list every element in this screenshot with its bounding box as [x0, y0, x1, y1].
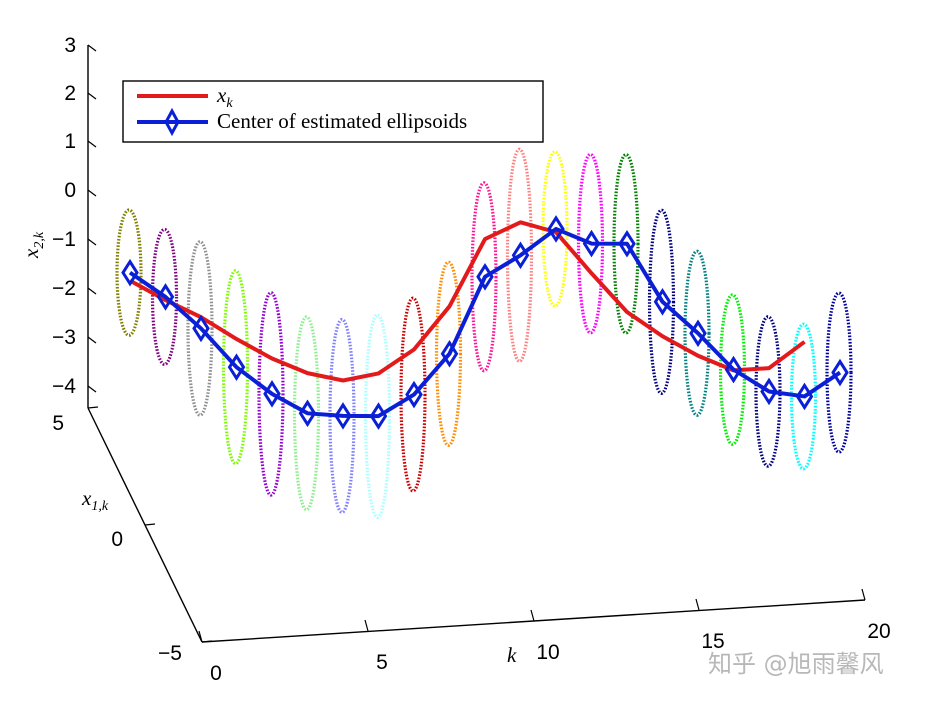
z-tick-mark: [87, 336, 97, 344]
center-marker: [263, 380, 281, 408]
z-tick-mark: [87, 189, 97, 197]
y-axis-label: x1,k: [81, 486, 109, 514]
z-tick-label: 0: [64, 179, 76, 202]
z-tick-mark: [87, 238, 97, 246]
ellipsoid: [363, 313, 392, 519]
z-axis-label: x2,k: [19, 231, 47, 259]
legend-label-center: Center of estimated ellipsoids: [217, 109, 467, 133]
x-tick-mark: [530, 609, 535, 622]
ellipsoid: [221, 269, 250, 466]
legend: xk Center of estimated ellipsoids: [122, 80, 544, 143]
ellipsoid: [541, 150, 569, 308]
x-ticks: 0 5 10 15 20: [198, 588, 891, 685]
center-marker: [724, 355, 743, 384]
ellipsoid: [434, 260, 463, 447]
ellipsoid-group: [115, 147, 853, 519]
center-marker: [795, 382, 814, 411]
ellipsoid: [683, 249, 711, 417]
ellipsoid: [647, 208, 676, 395]
ellipsoid: [150, 227, 179, 367]
center-marker: [369, 402, 388, 430]
x-tick-label: 15: [701, 630, 724, 653]
series-center: [121, 215, 849, 430]
center-marker: [156, 283, 175, 311]
z-tick-mark: [87, 44, 97, 52]
z-tick-mark: [87, 287, 97, 295]
z-tick-label: 3: [64, 34, 76, 57]
z-axis-label-sub: 2,k: [32, 231, 47, 249]
legend-box: [122, 80, 544, 143]
center-marker: [618, 229, 636, 258]
y-tick-label: −5: [158, 642, 182, 665]
z-tick-mark: [87, 385, 97, 393]
z-tick-label: −4: [52, 375, 76, 398]
ellipsoid: [115, 208, 143, 337]
y-tick-mark: [201, 640, 213, 643]
center-marker: [831, 358, 849, 387]
y-ticks: −5 0 5: [52, 406, 213, 665]
center-marker: [653, 287, 672, 316]
z-tick-label: −1: [52, 228, 76, 251]
z-ticks: 3 2 1 0 −1 −2 −3 −4: [52, 34, 97, 398]
ellipsoid: [399, 296, 427, 493]
x-tick-mark: [861, 588, 866, 601]
center-marker: [121, 258, 139, 287]
x-tick-mark: [198, 630, 203, 643]
y-tick-mark: [87, 406, 99, 409]
center-marker: [440, 339, 459, 368]
ellipsoid: [257, 291, 285, 497]
x-tick-label: 20: [867, 620, 890, 643]
z-tick-label: −2: [52, 277, 76, 300]
y-tick-label: 5: [52, 412, 64, 435]
z-tick-label: 2: [64, 82, 76, 105]
z-tick-mark: [87, 140, 97, 148]
center-marker: [476, 263, 494, 291]
legend-label-xk-base: x: [216, 83, 227, 107]
center-marker: [405, 380, 423, 409]
series-xk: [129, 220, 806, 383]
legend-marker-center: [164, 107, 180, 137]
center-marker: [689, 319, 707, 348]
ellipsoid: [505, 147, 534, 363]
center-marker: [547, 215, 565, 243]
center-marker: [192, 314, 210, 343]
center-marker: [334, 402, 352, 430]
z-tick-mark: [87, 92, 97, 100]
ellipsoid: [186, 240, 214, 417]
y-axis-label-sub: 1,k: [91, 499, 109, 514]
y-axis-label-base: x: [81, 486, 92, 510]
series-line-xk: [129, 220, 806, 383]
legend-label-xk: xk: [216, 83, 233, 111]
z-tick-label: 1: [64, 130, 76, 153]
z-axis-label-base: x: [19, 248, 43, 259]
y-tick-mark: [144, 523, 156, 526]
z-tick-label: −3: [52, 326, 76, 349]
watermark: 知乎 @旭雨馨风: [708, 650, 884, 678]
x-axis-label: k: [507, 643, 517, 667]
center-marker: [760, 377, 778, 406]
x-tick-label: 5: [376, 651, 388, 674]
center-marker: [582, 229, 601, 258]
x-tick-mark: [695, 598, 700, 611]
series-line-center: [128, 226, 842, 419]
center-marker: [511, 241, 530, 270]
ellipsoid: [470, 181, 498, 373]
ellipsoid: [789, 322, 818, 471]
legend-label-xk-sub: k: [226, 96, 233, 111]
x-tick-mark: [364, 619, 369, 632]
center-marker: [227, 353, 246, 381]
x-tick-label: 0: [210, 662, 222, 685]
center-marker: [298, 399, 317, 428]
y-tick-label: 0: [111, 528, 123, 551]
x-tick-label: 10: [536, 641, 559, 664]
ellipsoid: [825, 291, 853, 454]
